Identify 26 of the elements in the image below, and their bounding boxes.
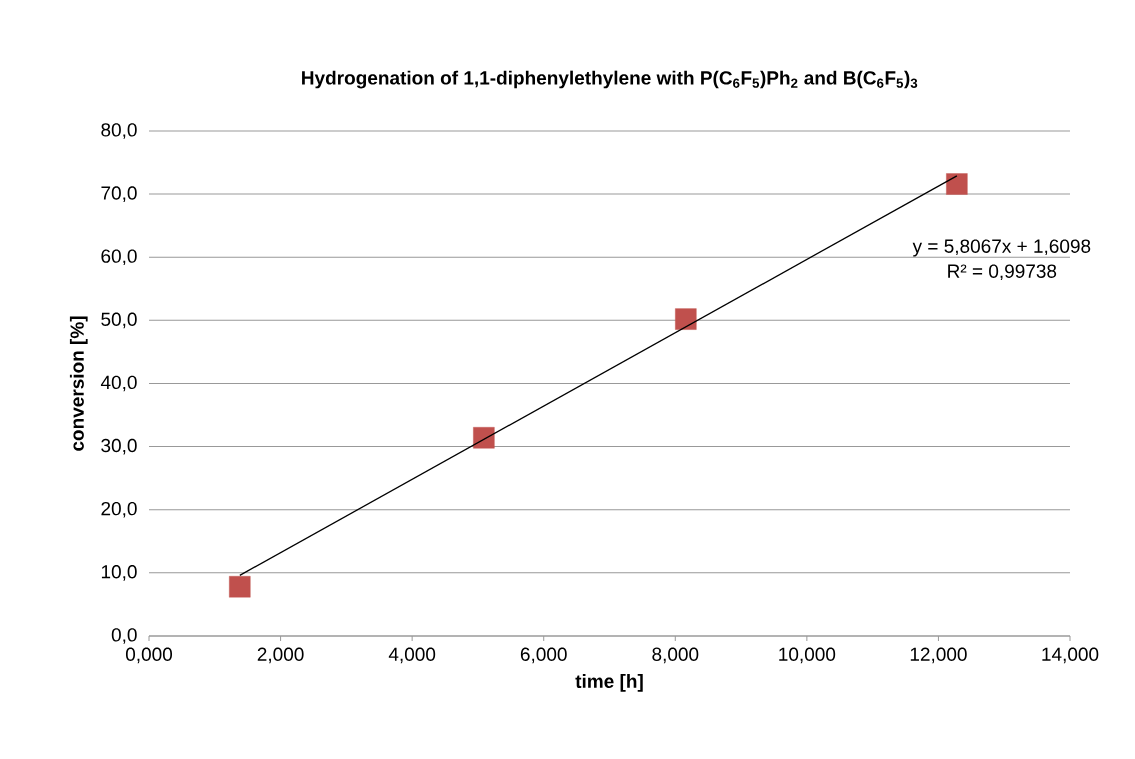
x-tick-label: 2,000 <box>257 647 304 664</box>
point <box>946 173 968 195</box>
y-tick-label: 30,0 <box>101 438 137 455</box>
x-tick-label: 12,000 <box>910 647 967 664</box>
y-tick-label: 0,0 <box>111 628 137 644</box>
point <box>229 576 251 598</box>
y-tick-label: 50,0 <box>101 312 137 329</box>
y-axis-title: conversion [%] <box>69 316 88 451</box>
annotation: R² = 0,99738 <box>948 264 1057 281</box>
x-axis-title: time [h] <box>575 674 643 692</box>
x-tick-label: 14,000 <box>1042 647 1099 664</box>
x-tick-label: 10,000 <box>779 647 836 664</box>
y-tick-label: 70,0 <box>101 186 137 202</box>
y-tick-label: 60,0 <box>101 249 137 266</box>
x-tick-label: 6,000 <box>520 647 567 664</box>
x-tick-label: 4,000 <box>388 647 436 664</box>
y-tick-label: 20,0 <box>101 501 137 518</box>
x-tick-label: 8,000 <box>652 647 699 664</box>
y-tick-label: 40,0 <box>100 375 137 392</box>
y-tick-label: 80,0 <box>101 123 137 139</box>
chart-title: Hydrogenation of 1,1-diphenylethylene with P(C$_{6}$F$_{5}$)Ph$_{2}$ and B(C$_{6}$F$_{5}$)$_{3}$ <box>302 70 918 89</box>
x-tick-label: 0,000 <box>125 647 173 664</box>
y-tick-label: 10,0 <box>101 565 137 581</box>
point <box>675 308 697 330</box>
annotation: y = 5,8067x + 1,6098 <box>912 239 1091 257</box>
point <box>473 427 495 449</box>
